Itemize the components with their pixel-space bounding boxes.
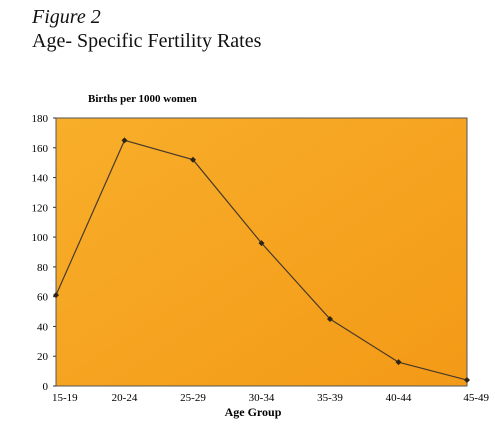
y-tick-label: 0 bbox=[43, 381, 49, 393]
data-point bbox=[53, 292, 59, 299]
series-layer bbox=[53, 137, 470, 384]
data-point bbox=[327, 316, 333, 322]
y-axis-label: Births per 1000 women bbox=[88, 93, 197, 105]
y-tick-label: 120 bbox=[32, 202, 49, 214]
x-tick-label: 15-19 bbox=[52, 392, 78, 404]
data-point bbox=[121, 137, 128, 144]
y-tick-label: 100 bbox=[32, 232, 49, 244]
x-tick-labels: 15-19 20-24 25-29 30-34 35-39 40-44 45-49 bbox=[52, 392, 489, 404]
y-tick-label: 140 bbox=[32, 173, 49, 185]
y-tick-label: 40 bbox=[37, 321, 49, 333]
plot-area bbox=[55, 117, 468, 387]
x-axis-label: Age Group bbox=[225, 405, 282, 419]
data-point bbox=[258, 240, 265, 247]
x-tick-label: 35-39 bbox=[317, 392, 343, 404]
x-tick-label: 40-44 bbox=[386, 392, 412, 404]
y-tick-label: 20 bbox=[37, 351, 49, 363]
y-tick-label: 180 bbox=[32, 113, 49, 125]
y-tick-label: 80 bbox=[37, 262, 49, 274]
x-tick-label: 30-34 bbox=[249, 392, 275, 404]
y-tick-label: 160 bbox=[32, 143, 49, 155]
x-tick-label: 25-29 bbox=[180, 392, 206, 404]
data-point bbox=[464, 377, 470, 384]
figure-label: Figure 2 bbox=[32, 6, 101, 28]
figure-title: Age- Specific Fertility Rates bbox=[32, 30, 262, 52]
y-tick-label: 60 bbox=[37, 292, 49, 304]
data-point bbox=[395, 359, 402, 366]
x-tick-label: 20-24 bbox=[112, 392, 138, 404]
y-tick-labels: 0 20 40 60 80 100 120 140 160 180 bbox=[32, 113, 56, 393]
x-tick-label: 45-49 bbox=[463, 392, 489, 404]
data-point bbox=[190, 156, 196, 163]
